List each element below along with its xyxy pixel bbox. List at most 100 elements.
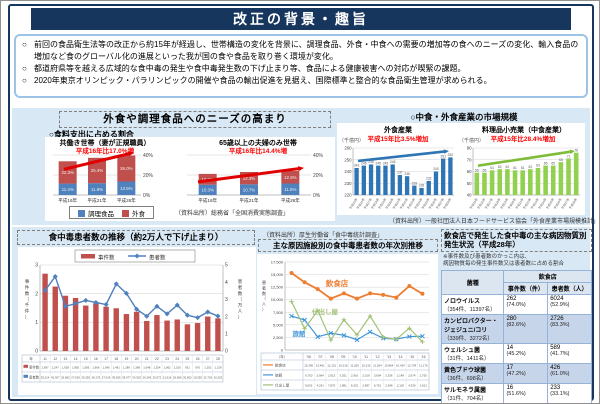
source-poisoning-stats: （資料出所）厚生労働省「食中毒統計調査」 xyxy=(263,233,384,239)
svg-text:61: 61 xyxy=(513,166,517,170)
svg-text:1: 1 xyxy=(225,332,228,338)
svg-text:1,545: 1,545 xyxy=(103,365,110,369)
svg-text:40: 40 xyxy=(467,193,472,198)
svg-text:平成27年: 平成27年 xyxy=(434,197,445,210)
svg-text:15,000: 15,000 xyxy=(271,272,284,277)
svg-text:62: 62 xyxy=(528,165,532,169)
svg-text:65: 65 xyxy=(551,161,555,165)
svg-text:25,972: 25,972 xyxy=(153,375,162,379)
svg-text:平成25年: 平成25年 xyxy=(420,197,431,210)
svg-text:0: 0 xyxy=(35,349,38,355)
svg-text:平成26年: 平成26年 xyxy=(427,197,438,210)
svg-text:1,850: 1,850 xyxy=(72,365,79,369)
red-swatch-icon xyxy=(122,209,129,217)
pathogen-table-heading: 飲食店で発生した食中毒の主な病因物質別発生状況（平成28年） xyxy=(441,229,592,252)
svg-text:3,604: 3,604 xyxy=(374,373,382,377)
svg-text:12,101: 12,101 xyxy=(327,363,336,367)
svg-text:39,026: 39,026 xyxy=(112,375,121,379)
svg-text:20,252: 20,252 xyxy=(214,375,223,379)
svg-text:平成21年: 平成21年 xyxy=(391,197,402,210)
svg-text:患: 患 xyxy=(262,279,266,285)
pathogen-row: カンピロバクター・ジェジュニ/コリ （339件、3272名） 280 (82.6%) 2… xyxy=(440,314,592,345)
svg-text:'11: '11 xyxy=(364,355,368,359)
chart-eatout-title: 外食産業 xyxy=(384,127,412,134)
svg-text:'06: '06 xyxy=(307,355,312,359)
svg-text:1,202: 1,202 xyxy=(204,365,211,369)
svg-text:26,699: 26,699 xyxy=(173,375,182,379)
svg-text:11.8%: 11.8% xyxy=(91,187,103,192)
svg-text:平成16年: 平成16年 xyxy=(198,197,217,204)
blue-swatch-icon xyxy=(78,209,85,217)
svg-text:11,176: 11,176 xyxy=(419,363,428,367)
svg-text:（: （ xyxy=(262,296,266,301)
svg-text:28: 28 xyxy=(216,357,220,361)
svg-text:0%: 0% xyxy=(143,193,151,199)
svg-text:12.3%: 12.3% xyxy=(243,176,256,181)
chart-eatout-annotation: 平成15年比3.5%増加 xyxy=(367,136,429,143)
restaurant-group-header: 飲食店 xyxy=(503,270,592,284)
svg-text:16: 16 xyxy=(94,357,98,361)
svg-text:1: 1 xyxy=(35,320,38,326)
svg-text:千: 千 xyxy=(25,302,30,309)
svg-text:11.5%: 11.5% xyxy=(284,187,296,192)
svg-text:7,500: 7,500 xyxy=(273,310,284,315)
svg-text:22,718: 22,718 xyxy=(203,375,212,379)
svg-text:数: 数 xyxy=(238,290,243,297)
svg-text:1,585: 1,585 xyxy=(82,365,89,369)
svg-text:62: 62 xyxy=(506,165,510,169)
svg-text:1,981: 1,981 xyxy=(339,383,347,387)
svg-text:0%: 0% xyxy=(313,193,321,199)
svg-text:'15: '15 xyxy=(410,355,415,359)
svg-text:平成18年: 平成18年 xyxy=(491,197,502,210)
svg-text:9,632: 9,632 xyxy=(305,383,313,387)
chart-dual-income-annotation: 平成16年比17.0%増 xyxy=(75,148,135,155)
svg-text:24,303: 24,303 xyxy=(132,375,141,379)
chart-eatout-unit: （千億円） xyxy=(339,138,365,144)
svg-text:事件数: 事件数 xyxy=(29,364,40,369)
svg-text:1,491: 1,491 xyxy=(113,365,120,369)
svg-text:平成23年: 平成23年 xyxy=(529,197,540,210)
svg-text:40%: 40% xyxy=(143,153,154,159)
svg-text:76: 76 xyxy=(574,148,578,152)
svg-text:2,615: 2,615 xyxy=(328,373,336,377)
svg-text:976: 976 xyxy=(195,365,200,369)
svg-text:243: 243 xyxy=(354,164,360,168)
legend-item-eating-out: 外食 xyxy=(122,208,145,218)
svg-text:250: 250 xyxy=(344,157,352,162)
source-expenditure: （資料出所）総務省「全国消費実態調査」 xyxy=(175,211,290,217)
svg-text:19: 19 xyxy=(125,357,129,361)
svg-text:平成16年: 平成16年 xyxy=(476,197,487,210)
svg-text:25: 25 xyxy=(186,357,190,361)
svg-text:2,148: 2,148 xyxy=(397,373,405,377)
intro-bullet-box: ○ 前回の食品衛生法等の改正から約15年が経過し、世帯構造の変化を背景に、調理食品… xyxy=(14,34,588,98)
svg-text:平成20年: 平成20年 xyxy=(506,197,517,210)
svg-text:931: 931 xyxy=(185,365,190,369)
svg-text:228: 228 xyxy=(412,181,418,185)
svg-text:）: ） xyxy=(238,314,243,319)
svg-text:240: 240 xyxy=(433,167,439,171)
svg-text:'09: '09 xyxy=(341,355,346,359)
svg-text:13: 13 xyxy=(64,357,68,361)
pathogen-table-note: ※事件数及び患者数のかっこ内は、 病因物質毎の発生事件数又は患者数に占める割合 xyxy=(443,253,565,267)
svg-text:18: 18 xyxy=(114,357,118,361)
svg-text:27,019: 27,019 xyxy=(102,375,111,379)
svg-text:1,139: 1,139 xyxy=(214,365,221,369)
circle-bullet-icon: ○ xyxy=(22,76,27,85)
svg-text:23: 23 xyxy=(165,357,169,361)
dual-income-stacked-chart: 0% 20% 40% 11.4% 22.3% 平成16年 11.8% 25.4% 平成21年 13… xyxy=(53,151,154,204)
svg-text:）: ） xyxy=(262,307,266,312)
patients-col-header: 患者数（人） xyxy=(547,282,592,296)
svg-text:2,548: 2,548 xyxy=(385,383,393,387)
svg-text:11,260: 11,260 xyxy=(350,363,359,367)
svg-text:2,916: 2,916 xyxy=(351,373,359,377)
svg-text:3: 3 xyxy=(225,297,228,303)
svg-text:'13: '13 xyxy=(387,355,392,359)
svg-text:平成22年: 平成22年 xyxy=(521,197,532,210)
food-expenditure-label: ○食料支出に占める割合 xyxy=(49,130,134,139)
svg-text:患: 患 xyxy=(238,278,243,284)
chart-dual-income-title: 共働き世帯（妻が正規職員） xyxy=(59,140,151,147)
svg-text:飲食店: 飲食店 xyxy=(325,278,349,288)
pathogen-table: 菌種 飲食店 事件数（件） 患者数（人） ノロウイルス （354件、11397名）… xyxy=(440,270,592,403)
